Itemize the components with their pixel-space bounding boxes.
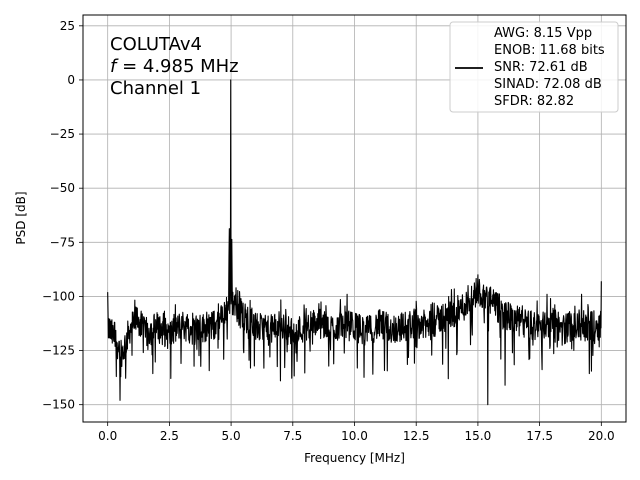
legend-sinad: SINAD: 72.08 dB	[494, 77, 602, 92]
y-tick-label: −25	[50, 127, 75, 141]
x-tick-label: 20.0	[588, 429, 615, 443]
y-tick-label: −150	[42, 398, 75, 412]
x-ticks: 0.0 2.5 5.0 7.5 10.0 12.5 15.0 17.5 20.0	[98, 422, 615, 443]
annotation-frequency-value: = 4.985 MHz	[116, 56, 238, 77]
y-tick-label: −100	[42, 289, 75, 303]
x-tick-label: 7.5	[283, 429, 302, 443]
y-axis-label: PSD [dB]	[14, 191, 28, 244]
legend-snr: SNR: 72.61 dB	[494, 60, 588, 75]
x-tick-label: 17.5	[526, 429, 553, 443]
y-ticks: 25 0 −25 −50 −75 −100 −125 −150	[42, 19, 83, 412]
annotation-frequency: f = 4.985 MHz	[110, 56, 239, 77]
y-tick-label: 0	[67, 73, 75, 87]
x-tick-label: 0.0	[98, 429, 117, 443]
y-tick-label: −125	[42, 344, 75, 358]
annotation-title: COLUTAv4	[110, 34, 202, 55]
y-tick-label: −75	[50, 235, 75, 249]
x-axis-label: Frequency [MHz]	[304, 451, 405, 465]
psd-line	[107, 79, 602, 406]
legend-awg: AWG: 8.15 Vpp	[494, 26, 592, 41]
x-tick-label: 10.0	[341, 429, 368, 443]
legend-box	[449, 21, 619, 113]
y-tick-label: −50	[50, 181, 75, 195]
x-tick-label: 2.5	[160, 429, 179, 443]
series-layer	[107, 79, 602, 406]
annotation-frequency-symbol: f	[110, 56, 119, 77]
annotation: COLUTAv4 f = 4.985 MHz Channel 1	[110, 34, 239, 99]
legend: AWG: 8.15 Vpp ENOB: 11.68 bits SNR: 72.6…	[449, 21, 619, 113]
legend-enob: ENOB: 11.68 bits	[494, 43, 605, 58]
x-tick-label: 5.0	[222, 429, 241, 443]
annotation-channel: Channel 1	[110, 78, 201, 99]
legend-sfdr: SFDR: 82.82	[494, 94, 574, 109]
y-tick-label: 25	[60, 19, 75, 33]
x-tick-label: 15.0	[465, 429, 492, 443]
x-tick-label: 12.5	[403, 429, 430, 443]
